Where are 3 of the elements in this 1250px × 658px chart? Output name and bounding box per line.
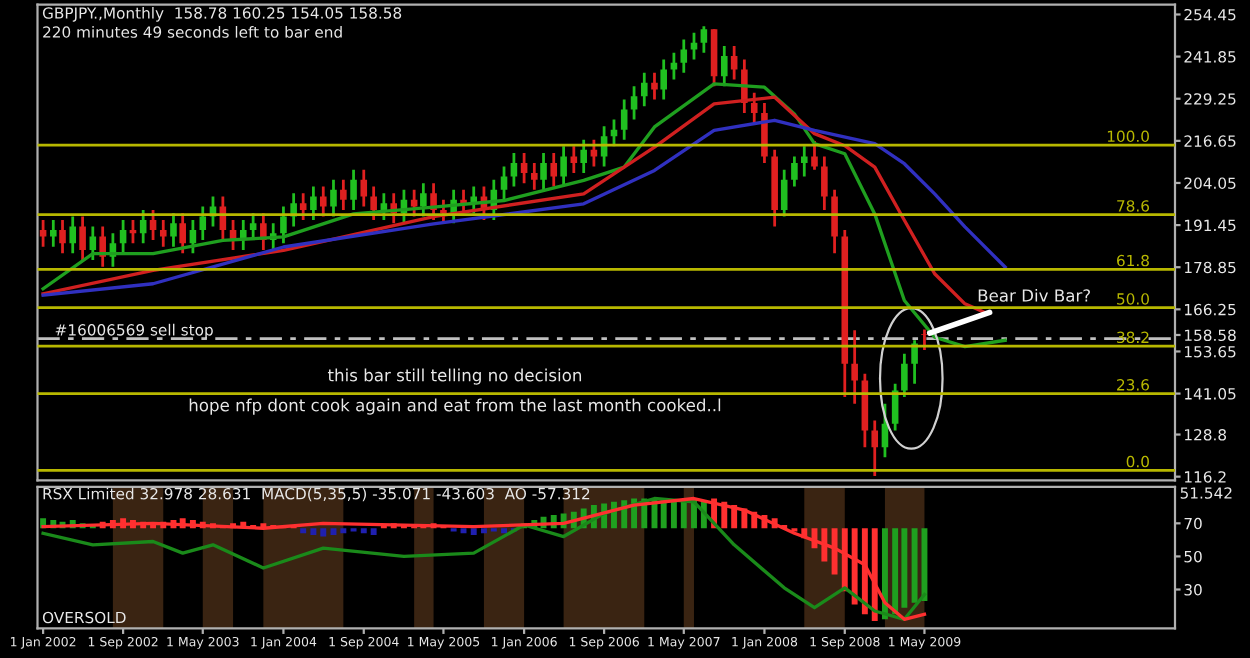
annotation: hope nfp dont cook again and eat from the last month cooked..l xyxy=(189,398,721,415)
annotation: Bear Div Bar? xyxy=(978,288,1090,302)
annotation: this bar still telling no decision xyxy=(327,368,582,385)
